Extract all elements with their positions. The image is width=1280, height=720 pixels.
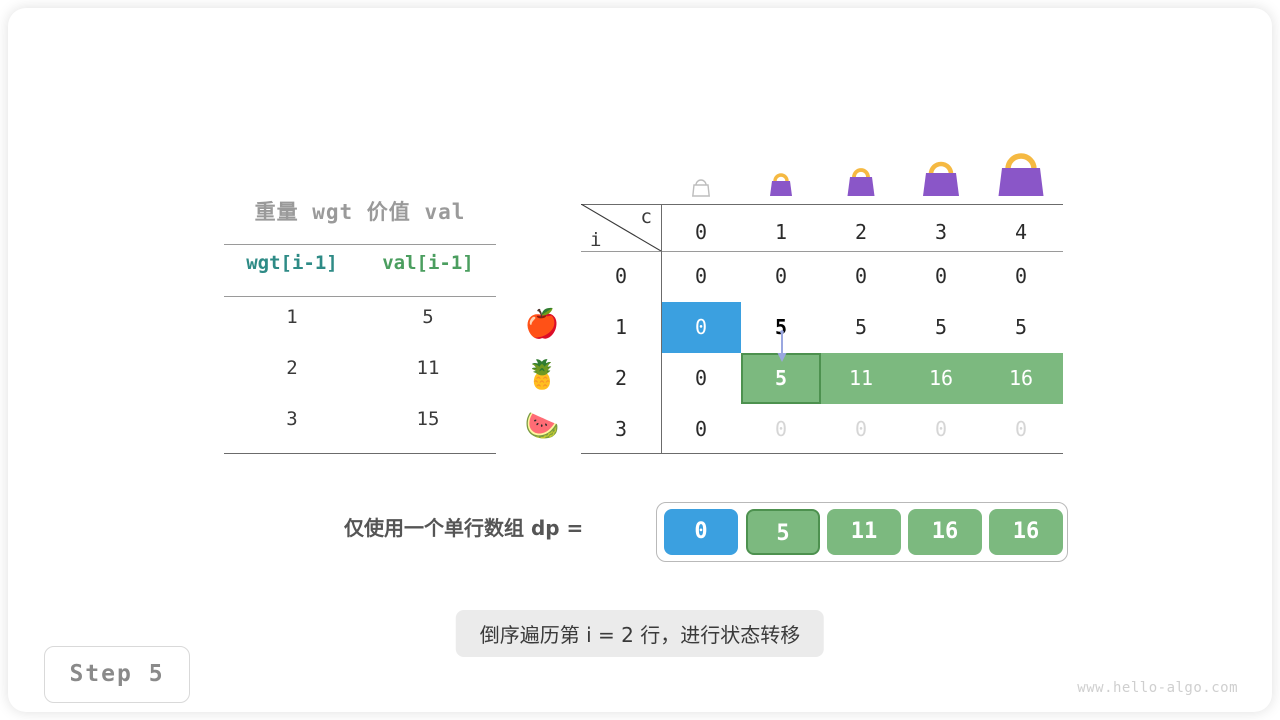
- matrix-row-header-3: 3: [614, 417, 628, 441]
- matrix-col-header-2: 2: [854, 220, 868, 244]
- matrix-cell: 0: [854, 417, 868, 441]
- dp-array-cell: 16: [989, 509, 1063, 555]
- bag-icon-1: [741, 168, 821, 198]
- matrix-cell: 11: [848, 366, 874, 390]
- item-wgt-value: 1: [286, 306, 298, 328]
- matrix-col-header-0: 0: [694, 220, 708, 244]
- matrix-cell: 5: [854, 315, 868, 339]
- dp-array-cell: 16: [908, 509, 982, 555]
- watermark: www.hello-algo.com: [1077, 680, 1238, 696]
- matrix-cell: 0: [854, 264, 868, 288]
- dp-matrix: c i 0 1 2 3 4 0 1 2 3 0 0 0 0 0 0 5 5 5 …: [581, 204, 1063, 454]
- item-table: 重量 wgt 价值 val wgt[i-1] val[i-1] 1 5 2 11…: [224, 196, 496, 454]
- matrix-cell: 0: [694, 315, 708, 339]
- dp-array-cell: 5: [746, 509, 820, 555]
- pineapple-icon: 🍍: [524, 358, 560, 391]
- matrix-cell: 5: [774, 366, 788, 390]
- highlight-current-cell: [741, 353, 821, 404]
- watermelon-icon: 🍉: [524, 409, 560, 442]
- matrix-cell: 0: [1014, 264, 1028, 288]
- item-wgt-value: 2: [286, 357, 298, 379]
- item-table-rule-mid: [224, 296, 496, 297]
- item-table-wgt-subheader: wgt[i-1]: [246, 252, 338, 274]
- matrix-cell: 0: [774, 264, 788, 288]
- item-val-value: 11: [416, 357, 440, 379]
- bag-icon-0: [661, 178, 741, 198]
- matrix-row-axis-label: i: [590, 229, 602, 251]
- bag-icon-4: [981, 144, 1061, 198]
- matrix-cell: 0: [1014, 417, 1028, 441]
- state-transfer-arrow: [777, 330, 787, 362]
- highlight-prev-cell: [661, 302, 741, 353]
- matrix-row-header-1: 1: [614, 315, 628, 339]
- matrix-col-axis-label: c: [640, 206, 652, 228]
- step-badge: Step 5: [44, 646, 190, 703]
- matrix-row-header-0: 0: [614, 264, 628, 288]
- matrix-cell: 0: [694, 264, 708, 288]
- matrix-cell: 5: [934, 315, 948, 339]
- dp-array-label: 仅使用一个单行数组 dp =: [344, 516, 584, 540]
- slide-card: 重量 wgt 价值 val wgt[i-1] val[i-1] 1 5 2 11…: [8, 8, 1272, 712]
- bag-icon-3: [901, 154, 981, 198]
- matrix-cell: 16: [928, 366, 954, 390]
- matrix-cell: 16: [1008, 366, 1034, 390]
- item-table-val-subheader: val[i-1]: [382, 252, 474, 274]
- matrix-cell: 0: [774, 417, 788, 441]
- matrix-cell: 0: [694, 417, 708, 441]
- matrix-col-header-4: 4: [1014, 220, 1028, 244]
- item-table-rule-bottom: [224, 453, 496, 454]
- matrix-cell: 5: [774, 315, 788, 339]
- item-val-value: 5: [422, 306, 434, 328]
- step-note: 倒序遍历第 i = 2 行，进行状态转移: [455, 610, 825, 657]
- item-wgt-value: 3: [286, 408, 298, 430]
- matrix-cell: 0: [694, 366, 708, 390]
- matrix-col-header-3: 3: [934, 220, 948, 244]
- bag-capacity-row: [581, 136, 1063, 198]
- dp-array-container: 0 5 11 16 16: [656, 502, 1068, 562]
- matrix-rule-vertical: [661, 204, 662, 454]
- matrix-corner-cell: c i: [581, 204, 661, 251]
- item-table-rule-top: [224, 244, 496, 245]
- matrix-cell: 0: [934, 264, 948, 288]
- matrix-row-header-2: 2: [614, 366, 628, 390]
- diagonal-divider-icon: [581, 204, 661, 251]
- matrix-cell: 5: [1014, 315, 1028, 339]
- matrix-col-header-1: 1: [774, 220, 788, 244]
- matrix-rule-header: [581, 251, 1063, 252]
- matrix-cell: 0: [934, 417, 948, 441]
- matrix-rule-top: [581, 204, 1063, 205]
- item-table-header: 重量 wgt 价值 val: [254, 200, 466, 224]
- dp-array-cell: 11: [827, 509, 901, 555]
- apple-icon: 🍎: [524, 307, 560, 340]
- dp-array-cell: 0: [664, 509, 738, 555]
- matrix-rule-bottom: [581, 453, 1063, 454]
- item-val-value: 15: [416, 408, 440, 430]
- bag-icon-2: [821, 162, 901, 198]
